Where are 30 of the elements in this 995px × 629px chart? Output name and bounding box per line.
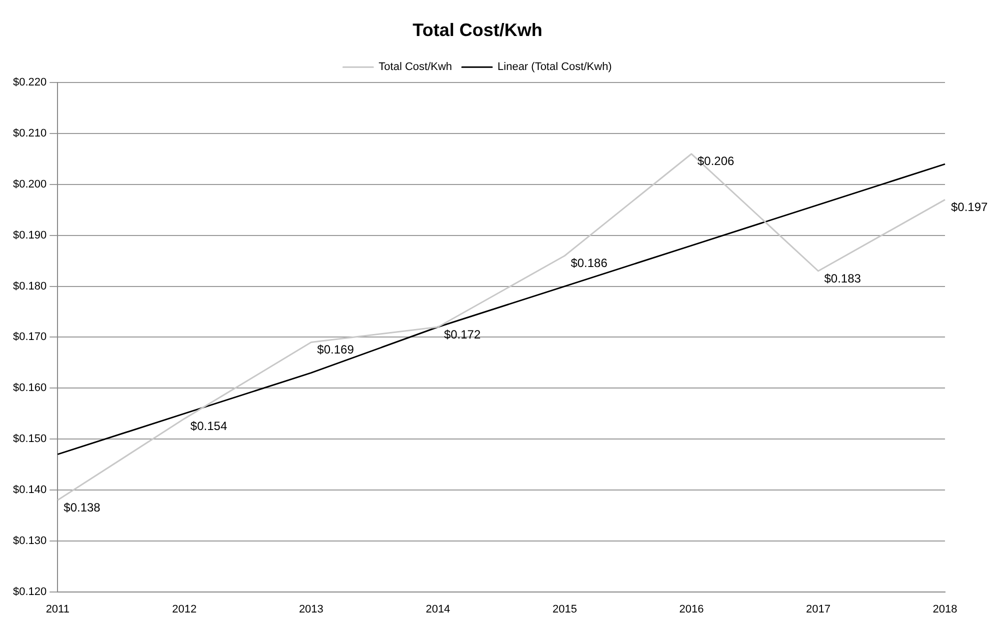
x-tick-label: 2017 bbox=[806, 603, 830, 616]
data-label: $0.197 bbox=[951, 200, 988, 214]
legend-label: Linear (Total Cost/Kwh) bbox=[498, 61, 612, 74]
data-label: $0.169 bbox=[317, 342, 354, 357]
y-tick-label: $0.210 bbox=[12, 128, 47, 140]
legend-label: Total Cost/Kwh bbox=[378, 61, 452, 74]
y-tick-label: $0.220 bbox=[12, 76, 47, 89]
y-tick-label: $0.120 bbox=[12, 586, 47, 598]
chart-title: Total Cost/Kwh bbox=[412, 20, 542, 40]
y-tick-label: $0.140 bbox=[12, 484, 47, 496]
x-tick-label: 2013 bbox=[298, 603, 324, 616]
y-tick-label: $0.130 bbox=[12, 534, 47, 547]
y-tick-label: $0.200 bbox=[12, 178, 47, 190]
data-label: $0.172 bbox=[444, 327, 481, 342]
x-tick-label: 2016 bbox=[679, 603, 704, 616]
y-tick-label: $0.150 bbox=[12, 433, 47, 446]
x-tick-label: 2018 bbox=[932, 603, 958, 616]
x-tick-label: 2011 bbox=[46, 603, 70, 616]
x-tick-label: 2012 bbox=[172, 603, 197, 616]
data-label: $0.206 bbox=[697, 154, 734, 168]
y-tick-label: $0.180 bbox=[12, 280, 47, 292]
y-tick-label: $0.170 bbox=[12, 331, 47, 344]
data-label: $0.183 bbox=[824, 271, 862, 286]
y-tick-label: $0.160 bbox=[12, 382, 47, 394]
data-label: $0.138 bbox=[64, 500, 101, 514]
x-tick-label: 2015 bbox=[552, 603, 577, 616]
data-label: $0.154 bbox=[190, 418, 228, 433]
data-label: $0.186 bbox=[570, 256, 608, 270]
y-tick-label: $0.190 bbox=[12, 229, 47, 242]
x-tick-label: 2014 bbox=[426, 603, 450, 616]
